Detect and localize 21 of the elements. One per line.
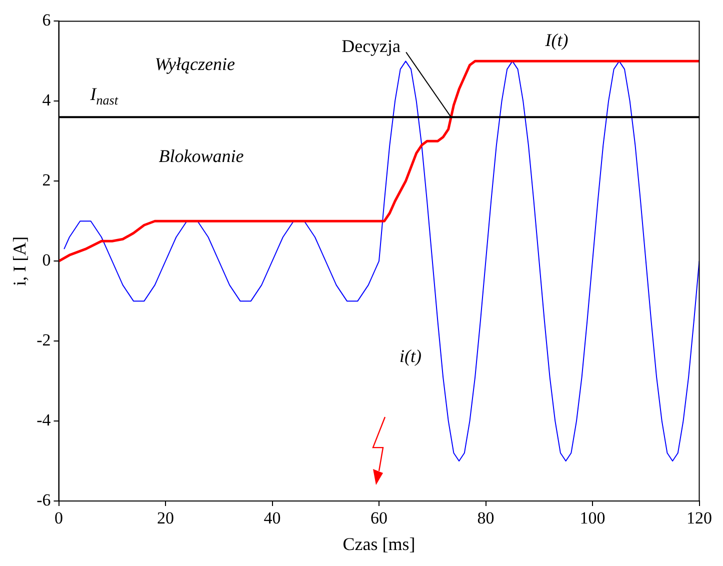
annotation: Blokowanie [158, 146, 244, 166]
annotation: Wyłączenie [154, 54, 236, 74]
series-label: I(t) [544, 30, 568, 50]
x-tick-label: 80 [477, 508, 494, 528]
x-tick-label: 40 [264, 508, 281, 528]
x-tick-label: 20 [157, 508, 174, 528]
y-tick-label: -2 [36, 330, 51, 350]
annotation: Decyzja [342, 36, 401, 56]
y-tick-label: -4 [36, 410, 52, 430]
y-tick-label: -6 [36, 490, 51, 510]
x-tick-label: 120 [686, 508, 712, 528]
y-axis-title: i, I [A] [10, 236, 30, 286]
x-tick-label: 60 [370, 508, 388, 528]
y-tick-label: 4 [42, 90, 52, 110]
x-tick-label: 0 [54, 508, 64, 528]
y-tick-label: 0 [42, 250, 51, 270]
x-tick-label: 100 [580, 508, 606, 528]
y-tick-label: 2 [42, 170, 51, 190]
x-axis-title: Czas [ms] [342, 534, 416, 554]
series-label: i(t) [400, 346, 422, 366]
y-tick-label: 6 [42, 10, 51, 30]
